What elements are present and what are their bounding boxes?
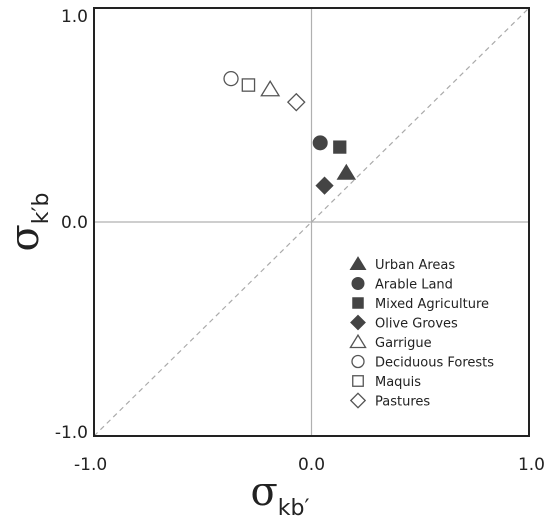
legend-label-olive-groves: Olive Groves [375, 317, 458, 332]
y-axis-symbol: σ [2, 224, 48, 251]
legend-marker-pastures [349, 392, 367, 409]
data-points [223, 70, 357, 195]
point-pastures [286, 92, 306, 112]
point-urban-areas [336, 163, 357, 180]
legend-label-pastures: Pastures [375, 395, 430, 410]
legend-label-deciduous-forests: Deciduous Forests [375, 356, 494, 371]
point-garrigue [260, 80, 281, 97]
legend: Urban Areas Arable Land Mixed Agriculture O… [349, 256, 494, 410]
diagonal-reference-line [93, 7, 530, 437]
x-tick-label: 1.0 [518, 455, 545, 475]
legend-label-arable-land: Arable Land [375, 278, 453, 293]
point-arable-land [312, 135, 328, 151]
y-tick-label: -1.0 [55, 423, 88, 443]
legend-marker-deciduous-forests [351, 354, 365, 369]
legend-marker-urban-areas [349, 256, 367, 271]
x-axis-symbol: σ [250, 469, 277, 515]
reference-lines [93, 7, 530, 437]
point-mixed-agriculture [333, 140, 347, 154]
legend-label-urban-areas: Urban Areas [375, 258, 455, 273]
plot-frame [93, 7, 530, 437]
x-axis-label: σkb′ [250, 469, 309, 521]
y-tick-label: 0.0 [61, 213, 88, 233]
legend-marker-olive-groves [350, 314, 366, 331]
legend-label-garrigue: Garrigue [375, 336, 432, 351]
x-tick-label: 0.0 [298, 455, 325, 475]
legend-marker-garrigue [349, 333, 367, 349]
y-tick-label: 1.0 [61, 7, 88, 27]
legend-marker-mixed-agriculture [352, 297, 364, 309]
point-deciduous-forests [223, 70, 239, 87]
legend-label-mixed-agriculture: Mixed Agriculture [375, 297, 489, 312]
x-tick-label: -1.0 [74, 455, 107, 475]
y-axis-subscript: k′b [29, 192, 54, 224]
point-olive-groves [315, 176, 334, 195]
y-axis-label: σk′b [2, 192, 54, 251]
legend-label-maquis: Maquis [375, 375, 421, 390]
legend-marker-arable-land [351, 277, 365, 290]
legend-marker-maquis [352, 375, 364, 387]
point-maquis [241, 78, 256, 92]
tick-labels: -1.0 0.0 1.0 1.0 0.0 -1.0 [55, 7, 545, 475]
x-axis-subscript: kb′ [278, 496, 310, 521]
